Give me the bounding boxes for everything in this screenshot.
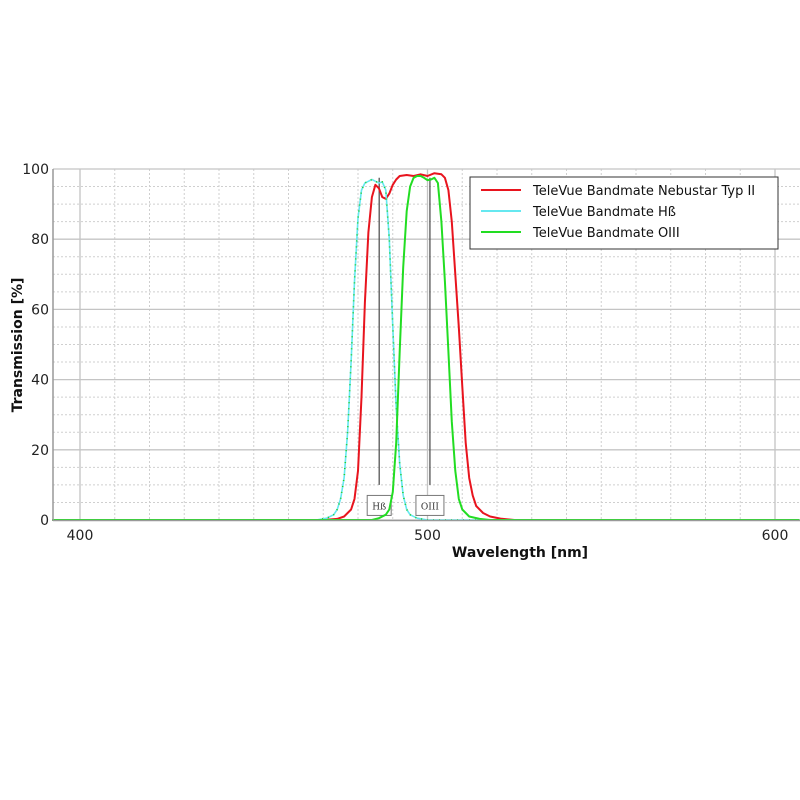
major-grid (53, 168, 800, 521)
x-tick-label: 500 (414, 528, 441, 544)
legend-item-nebustar: TeleVue Bandmate Nebustar Typ II (481, 184, 755, 199)
plot-curves (52, 172, 800, 521)
marker-label: Hß (372, 502, 386, 512)
legend: TeleVue Bandmate Nebustar Typ II TeleVue… (469, 176, 779, 250)
y-tick-label: 80 (31, 232, 49, 248)
legend-label-nebustar: TeleVue Bandmate Nebustar Typ II (532, 184, 755, 199)
tick-labels: 400 500 600 0 20 40 60 80 100 (22, 162, 788, 544)
y-tick-label: 20 (31, 443, 49, 459)
y-axis-title: Transmission [%] (10, 278, 26, 413)
axes (52, 169, 800, 522)
x-tick-label: 400 (67, 528, 94, 544)
legend-box (469, 176, 779, 250)
marker-hbeta: Hß (366, 177, 392, 516)
legend-label-hbeta: TeleVue Bandmate Hß (532, 205, 676, 220)
legend-label-oiii: TeleVue Bandmate OIII (532, 226, 680, 241)
y-tick-label: 100 (22, 162, 49, 178)
x-tick-label: 600 (762, 528, 789, 544)
minor-grid (53, 169, 800, 520)
marker-oiii: OIII (415, 177, 445, 516)
x-axis-title: Wavelength [nm] (452, 545, 588, 561)
legend-item-hbeta: TeleVue Bandmate Hß (481, 205, 676, 220)
curve-oiii (52, 175, 800, 521)
y-tick-label: 60 (31, 302, 49, 318)
curve-hbeta (52, 178, 800, 521)
marker-label: OIII (421, 502, 439, 512)
legend-item-oiii: TeleVue Bandmate OIII (481, 226, 680, 241)
curve-nebustar (52, 172, 800, 521)
y-tick-label: 0 (40, 513, 49, 529)
line-markers: Hß OIII (366, 177, 445, 516)
y-tick-label: 40 (31, 373, 49, 389)
